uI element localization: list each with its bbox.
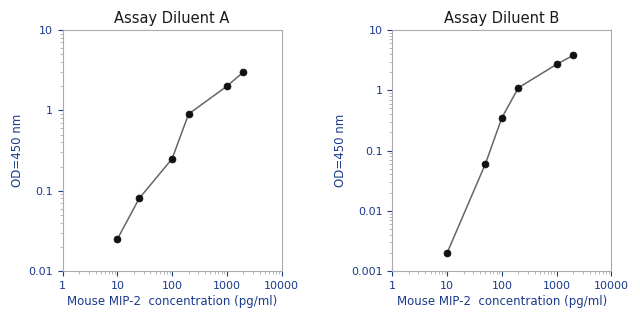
Title: Assay Diluent A: Assay Diluent A — [115, 11, 230, 26]
X-axis label: Mouse MIP-2  concentration (pg/ml): Mouse MIP-2 concentration (pg/ml) — [397, 295, 607, 308]
Title: Assay Diluent B: Assay Diluent B — [444, 11, 559, 26]
X-axis label: Mouse MIP-2  concentration (pg/ml): Mouse MIP-2 concentration (pg/ml) — [67, 295, 277, 308]
Y-axis label: OD=450 nm: OD=450 nm — [11, 114, 24, 187]
Y-axis label: OD=450 nm: OD=450 nm — [334, 114, 347, 187]
